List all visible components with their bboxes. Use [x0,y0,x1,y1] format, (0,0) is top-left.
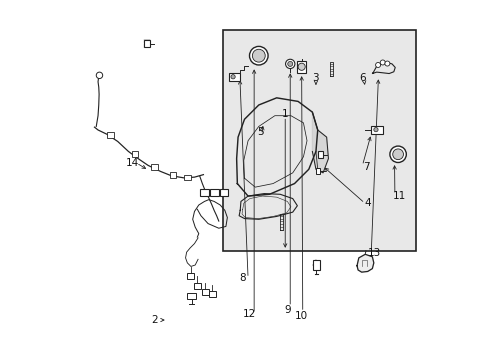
Bar [312,260,319,270]
Bar [131,151,138,157]
Circle shape [287,62,292,66]
Bar [187,273,194,279]
Bar [193,283,201,289]
Bar [184,175,190,180]
Bar [317,152,323,158]
Circle shape [384,61,389,66]
Circle shape [380,60,385,65]
Text: 2: 2 [151,315,158,325]
Text: 14: 14 [125,158,138,168]
Text: 1: 1 [282,109,288,119]
Text: 4: 4 [364,198,370,208]
Bar [208,291,216,297]
Circle shape [252,49,264,62]
Bar [370,126,382,134]
Text: 10: 10 [294,311,307,321]
Bar [210,189,219,196]
Polygon shape [356,254,373,272]
Text: 8: 8 [239,273,245,283]
Text: 3: 3 [312,73,319,83]
Circle shape [96,72,102,78]
Bar [229,73,240,81]
Circle shape [373,127,377,132]
Circle shape [389,146,406,162]
Bar [220,189,227,196]
Circle shape [230,75,235,79]
Bar [315,168,320,174]
Bar [143,40,150,47]
FancyBboxPatch shape [223,30,415,251]
Text: 12: 12 [243,309,256,319]
Text: 6: 6 [358,73,365,83]
Bar [107,132,114,138]
Text: 7: 7 [362,162,368,172]
Bar [169,172,176,178]
Circle shape [285,59,294,68]
Circle shape [375,63,380,67]
Bar [187,293,196,298]
Circle shape [392,149,403,159]
Text: 5: 5 [257,127,264,137]
Text: 13: 13 [367,248,381,258]
Circle shape [298,63,305,70]
Bar [151,164,157,170]
Text: 9: 9 [284,305,290,315]
Bar [297,61,305,73]
Circle shape [249,46,267,65]
Text: 11: 11 [392,191,406,201]
Bar [201,289,208,295]
Bar [200,189,209,196]
Polygon shape [312,112,328,173]
